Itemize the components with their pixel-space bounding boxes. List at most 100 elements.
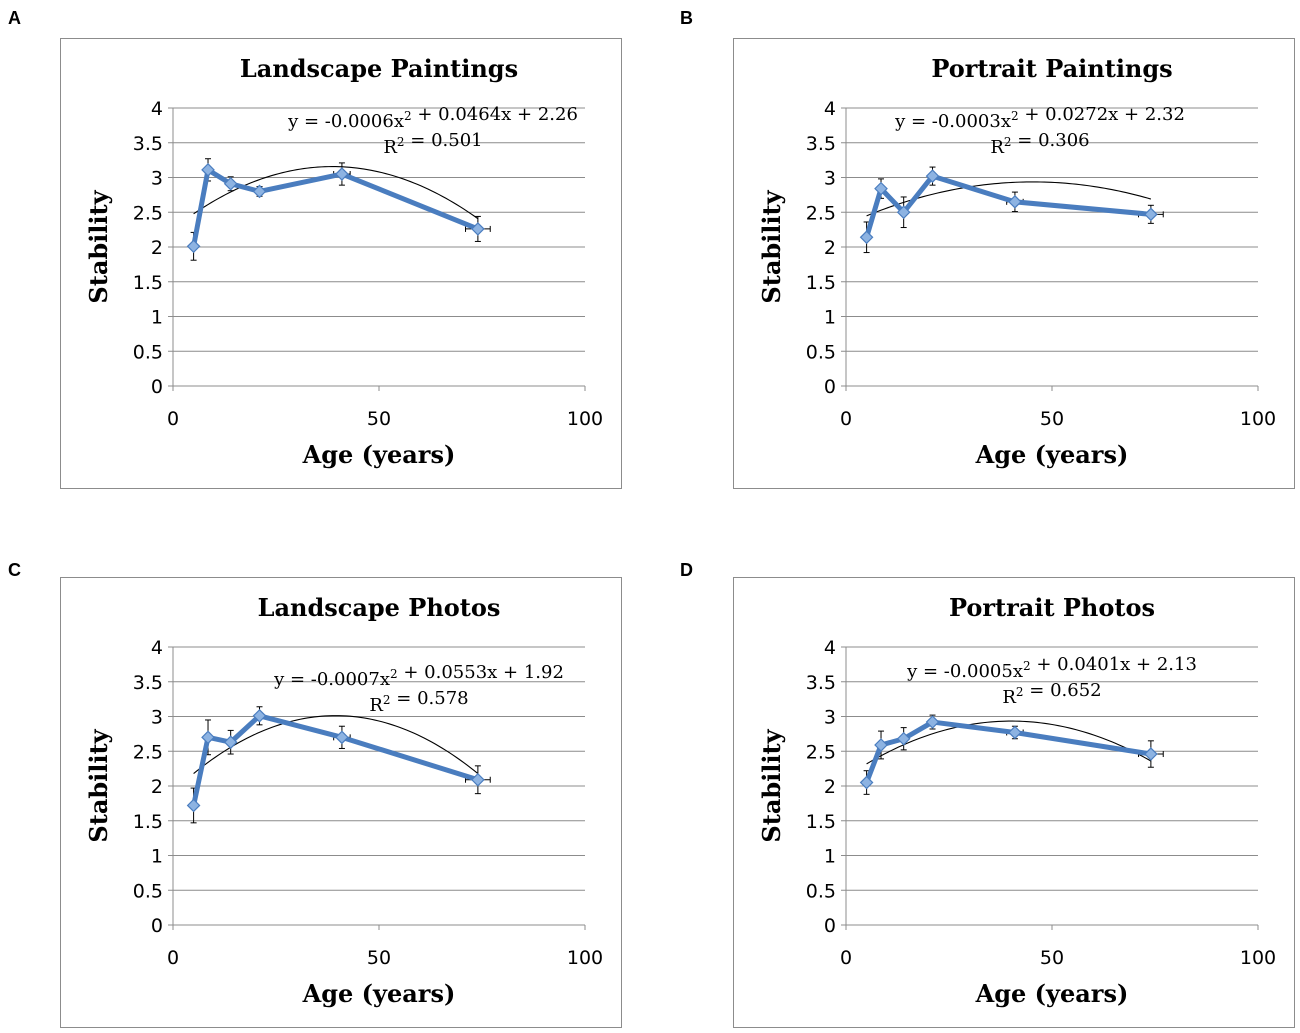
y-tick-label: 1.5: [806, 811, 836, 833]
x-tick-label: 0: [840, 408, 852, 430]
x-tick-label: 100: [1240, 408, 1276, 430]
chart-1: Landscape Paintings 0 0.5 1 1.5 2 2.5 3 3.5 4 0 50 1…: [84, 54, 603, 469]
series-line: [864, 719, 1152, 784]
chart-3: Landscape Photos 0 0.5 1 1.5 2 2.5 3 3.5 4 0 50 100 A…: [84, 593, 603, 1008]
y-tick-label: 3: [151, 707, 163, 729]
y-tick-label: 2: [824, 237, 836, 259]
x-axis-label: Age (years): [975, 979, 1129, 1008]
y-axis-label: Stability: [757, 728, 786, 842]
y-tick-label: 0: [824, 376, 836, 398]
y-tick-label: 1: [824, 307, 836, 329]
y-tick-label: 0: [151, 915, 163, 937]
y-tick-label: 0: [824, 915, 836, 937]
x-axis-label: Age (years): [302, 979, 456, 1008]
data-point: [186, 239, 201, 254]
panel-letter-b: B: [680, 8, 693, 28]
trendline-equation: y = -0.0003x2 + 0.0272x + 2.32: [894, 104, 1185, 132]
x-axis-label: Age (years): [302, 440, 456, 469]
data-point: [252, 184, 267, 199]
x-tick-label: 50: [367, 408, 391, 430]
y-tick-label: 1.5: [133, 272, 163, 294]
y-tick-label: 1: [151, 307, 163, 329]
y-tick-label: 3.5: [133, 672, 163, 694]
y-tick-label: 2: [824, 776, 836, 798]
data-point: [186, 798, 201, 813]
y-tick-label: 4: [824, 637, 836, 659]
y-tick-label: 0.5: [133, 880, 163, 902]
y-tick-label: 1.5: [806, 272, 836, 294]
x-tick-label: 100: [1240, 947, 1276, 969]
y-tick-label: 3: [151, 168, 163, 190]
y-tick-label: 2.5: [806, 202, 836, 224]
data-point: [223, 176, 238, 191]
y-tick-label: 4: [151, 98, 163, 120]
trendline-r2: R2 = 0.652: [1002, 680, 1101, 708]
chart-frame-portrait-paintings: [733, 38, 1295, 489]
panel-letter-d: D: [680, 560, 693, 580]
x-tick-label: 50: [1040, 947, 1064, 969]
data-point: [201, 163, 215, 177]
data-point: [896, 205, 911, 220]
y-tick-label: 0.5: [133, 341, 163, 363]
data-point: [223, 735, 238, 750]
panel-letter-a: A: [8, 8, 21, 28]
chart-title: Portrait Paintings: [931, 54, 1172, 83]
panel-letter-c: C: [8, 560, 21, 580]
x-tick-label: 0: [840, 947, 852, 969]
y-tick-label: 2: [151, 237, 163, 259]
data-point: [859, 230, 874, 245]
x-axis-label: Age (years): [975, 440, 1129, 469]
y-tick-label: 2.5: [806, 741, 836, 763]
y-tick-label: 0.5: [806, 880, 836, 902]
series-line: [864, 173, 1152, 238]
x-tick-label: 50: [1040, 408, 1064, 430]
data-point: [1008, 194, 1022, 209]
x-tick-label: 0: [167, 947, 179, 969]
data-point: [1144, 207, 1158, 222]
chart-frame-landscape-photos: [60, 577, 622, 1028]
y-tick-label: 1.5: [133, 811, 163, 833]
y-tick-label: 1: [151, 846, 163, 868]
data-point: [925, 169, 940, 183]
chart-title: Portrait Photos: [949, 593, 1155, 622]
y-axis-label: Stability: [757, 189, 786, 303]
data-point: [471, 772, 485, 787]
chart-title: Landscape Photos: [258, 593, 501, 622]
x-tick-label: 50: [367, 947, 391, 969]
y-tick-label: 3.5: [133, 133, 163, 155]
trendline-r2: R2 = 0.306: [990, 130, 1089, 158]
y-tick-label: 3: [824, 707, 836, 729]
series-line: [191, 167, 479, 247]
trendline-equation: y = -0.0005x2 + 0.0401x + 2.13: [906, 654, 1197, 682]
trendline-equation: y = -0.0007x2 + 0.0553x + 1.92: [273, 662, 564, 690]
y-tick-label: 1: [824, 846, 836, 868]
y-tick-label: 2: [151, 776, 163, 798]
y-tick-label: 2.5: [133, 202, 163, 224]
data-point: [859, 775, 874, 790]
y-tick-label: 0.5: [806, 341, 836, 363]
trendline: [866, 720, 1152, 765]
y-tick-label: 3.5: [806, 672, 836, 694]
data-point: [335, 730, 349, 745]
chart-title: Landscape Paintings: [240, 54, 518, 83]
trendline-r2: R2 = 0.578: [369, 688, 468, 716]
x-tick-label: 100: [567, 408, 603, 430]
data-point: [1008, 725, 1022, 740]
x-tick-label: 0: [167, 408, 179, 430]
y-tick-label: 3.5: [806, 133, 836, 155]
data-point: [252, 708, 267, 723]
data-point: [1144, 747, 1158, 761]
data-point: [335, 167, 349, 181]
y-tick-label: 3: [824, 168, 836, 190]
y-tick-label: 0: [151, 376, 163, 398]
y-tick-label: 2.5: [133, 741, 163, 763]
chart-frame-landscape-paintings: [60, 38, 622, 489]
data-point: [874, 738, 888, 752]
data-point: [471, 222, 485, 236]
trendline-equation: y = -0.0006x2 + 0.0464x + 2.26: [287, 104, 578, 132]
chart-4: Portrait Photos 0 0.5 1 1.5 2 2.5 3 3.5 4 0 50 100 Ag…: [757, 593, 1276, 1008]
chart-frame-portrait-photos: [733, 577, 1295, 1028]
y-tick-label: 4: [151, 637, 163, 659]
series-line: [191, 713, 479, 806]
data-point: [925, 715, 940, 729]
